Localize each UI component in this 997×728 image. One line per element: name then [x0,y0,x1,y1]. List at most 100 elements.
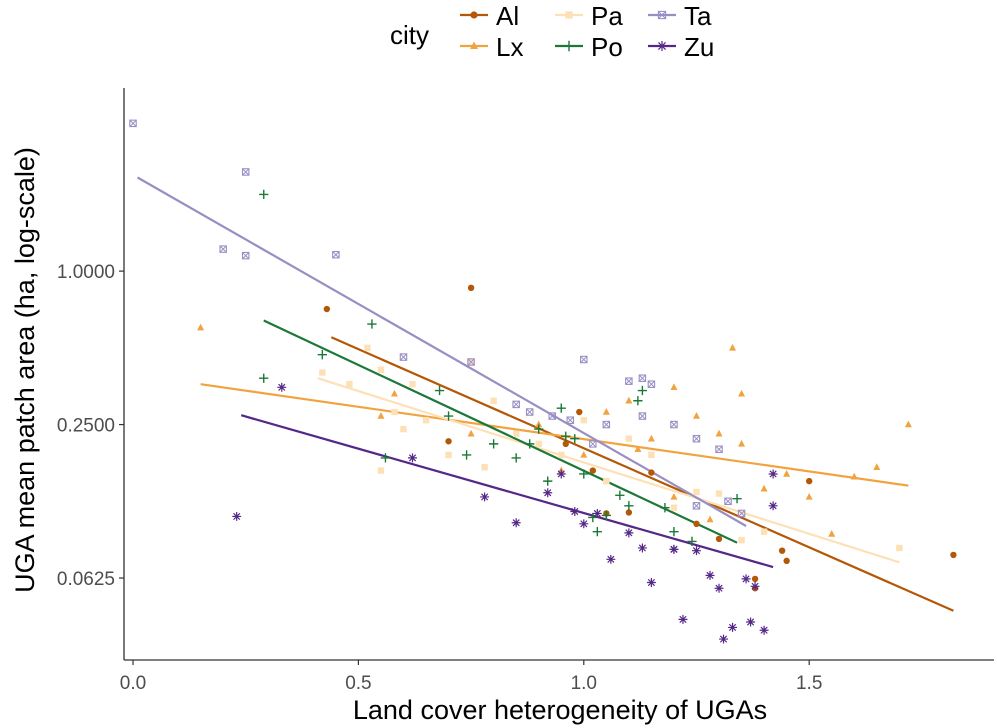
data-point-zu [579,519,589,529]
data-point-pa [512,430,520,438]
data-point-ta [548,412,556,420]
x-tick-label: 0.5 [345,673,371,694]
data-point-pa [670,504,678,511]
legend-item-al: Al [460,1,519,31]
data-point-lx [692,412,701,419]
data-point-lx [715,429,723,437]
legend-label: Pa [591,1,623,31]
data-point-zu [480,492,490,502]
data-point-po [317,350,327,360]
data-point-zu [556,469,566,479]
data-point-lx [783,469,791,477]
data-point-ta [692,502,701,510]
data-point-ta [399,353,408,361]
data-point-lx [706,515,714,523]
data-point-lx [738,389,746,397]
data-point-ta [589,440,597,448]
data-point-po [601,510,611,521]
trend-line-ta [136,176,747,527]
data-point-lx [580,450,588,458]
data-point-ta [602,420,611,429]
data-point-lx [828,530,836,537]
legend-label: Ta [684,1,712,31]
y-tick-label: 0.0625 [57,569,115,590]
data-point-ta [525,408,534,416]
data-point-lx [760,484,768,492]
data-point-zu [746,617,756,627]
data-point-ta [638,412,647,420]
data-point-pa [715,490,723,497]
data-point-pa [377,467,385,474]
data-point-lx [647,434,655,442]
data-point-po [488,439,499,449]
data-point-al [625,509,633,516]
data-point-lx [197,323,205,331]
data-point-ta [332,250,340,259]
data-point-zu [705,570,715,580]
data-point-lx [670,492,678,500]
data-point-po [615,490,625,500]
data-point-ta [737,509,746,518]
data-point-al [715,535,723,543]
data-point-al [445,438,452,445]
data-point-lx [670,383,678,391]
data-point-po [511,453,521,463]
trend-line-po [263,319,738,544]
data-point-po [660,503,670,513]
x-axis-title: Land cover heterogeneity of UGAs [353,695,767,725]
data-point-zu [624,528,634,538]
data-point-pa [760,528,768,535]
data-point-pa [422,417,430,424]
data-point-pa [400,425,407,433]
data-point-lx [625,396,633,404]
legend-label: Lx [496,32,523,62]
data-point-lx [467,429,475,437]
legend-marker-pa [565,11,573,19]
data-point-po [592,527,602,537]
data-point-al [783,557,790,565]
data-point-pa [603,477,610,485]
data-points [129,119,957,644]
data-point-pa [693,488,700,496]
data-point-zu [646,578,656,588]
legend-marker-lx [470,41,478,50]
data-point-pa [490,397,497,404]
data-point-pa [648,451,655,459]
data-point-ta [580,355,588,364]
data-point-zu [768,501,778,511]
legend-marker-ta [657,10,667,20]
legend-marker-al [470,11,478,19]
data-point-lx [390,389,398,397]
y-axis-title: UGA mean patch area (ha, log-scale) [10,147,40,593]
data-point-ta [512,400,520,409]
x-tick-label: 1.5 [796,673,822,694]
data-point-pa [377,366,385,374]
data-point-lx [904,420,912,428]
data-point-al [589,467,597,474]
data-point-zu [543,488,553,498]
regression-lines [136,176,954,612]
legend-label: Al [496,1,519,31]
data-point-zu [277,382,287,392]
data-point-ta [219,245,227,253]
data-point-pa [346,381,353,388]
data-point-zu [232,511,242,521]
trend-line-lx [200,383,909,487]
data-point-lx [634,445,642,452]
data-point-pa [625,435,633,442]
data-point-ta [241,168,250,176]
legend-item-po: Po [555,32,623,62]
data-point-po [588,512,598,523]
data-point-ta [625,377,633,385]
data-point-po [561,431,571,441]
data-point-po [525,439,535,449]
data-point-ta [467,358,475,366]
data-point-po [556,403,566,413]
data-point-lx [602,408,610,415]
data-point-ta [724,497,732,506]
data-point-zu [606,554,616,564]
data-point-zu [678,614,688,624]
data-point-po [637,385,648,396]
